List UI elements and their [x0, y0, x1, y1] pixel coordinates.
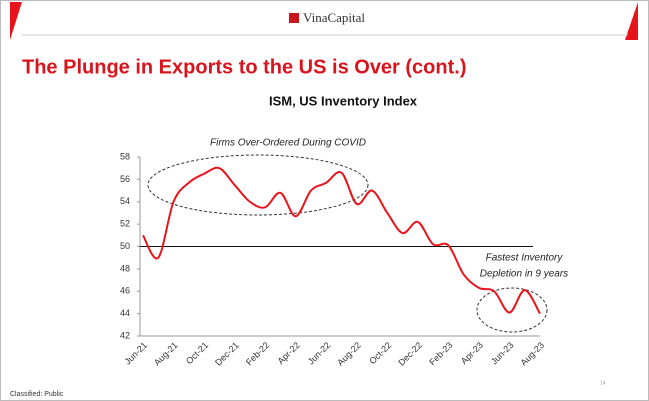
- chart-title: ISM, US Inventory Index: [269, 93, 418, 108]
- annotation: Depletion in 9 years: [480, 269, 568, 280]
- y-tick-label: 44: [120, 308, 130, 318]
- y-tick-label: 46: [120, 286, 130, 296]
- page-number: 14: [600, 380, 606, 386]
- y-tick-label: 58: [120, 151, 130, 161]
- y-tick-label: 54: [120, 196, 130, 206]
- highlight-ellipse: [476, 287, 548, 333]
- annotation: Firms Over-Ordered During COVID: [210, 138, 366, 149]
- series-line: [142, 166, 541, 315]
- corner-left: [10, 2, 22, 40]
- highlight-ellipse: [147, 154, 369, 216]
- corner-right: [625, 2, 638, 40]
- annotation: Fastest Inventory: [486, 253, 564, 264]
- y-tick-label: 48: [120, 263, 130, 273]
- y-tick-label: 50: [120, 241, 130, 251]
- brand-logo: [289, 13, 299, 23]
- y-tick-label: 42: [120, 330, 130, 340]
- classification: Classified: Public: [10, 391, 64, 398]
- brand: VinaCapital: [303, 10, 365, 25]
- y-tick-label: 52: [120, 219, 130, 229]
- y-tick-label: 56: [120, 174, 130, 184]
- slide-title: The Plunge in Exports to the US is Over …: [22, 56, 467, 78]
